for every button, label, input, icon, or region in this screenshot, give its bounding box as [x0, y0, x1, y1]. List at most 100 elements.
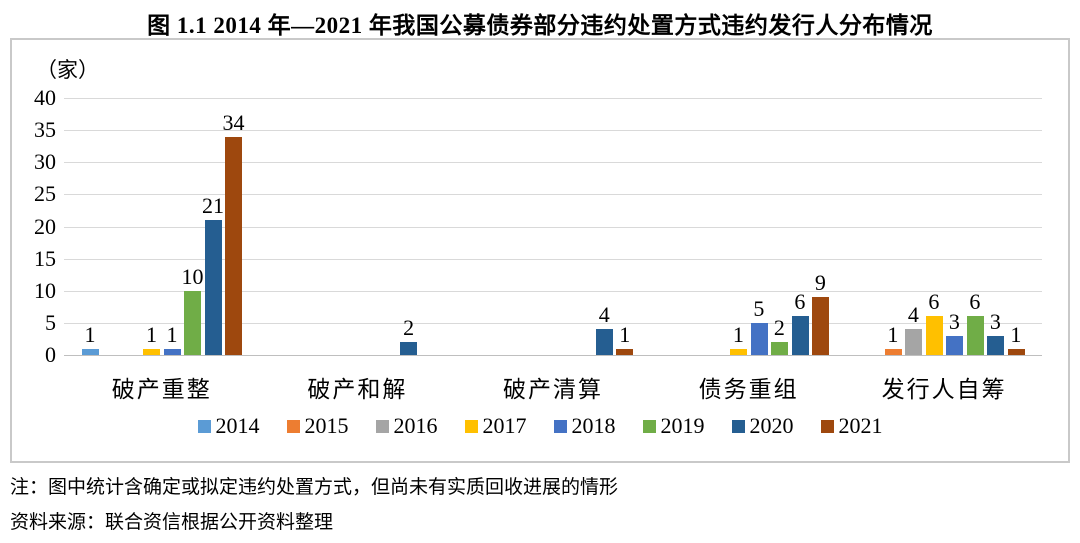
bar-cluster: 1 1 1 10 21 34: [80, 98, 245, 355]
bar-slot: 9: [810, 98, 831, 355]
bar-value-label: 4: [907, 302, 919, 328]
bar-slot: [491, 98, 512, 355]
bar-slot: [100, 98, 121, 355]
bar-value-label: 1: [1010, 321, 1022, 347]
legend-item-2021: 2021: [820, 413, 883, 439]
bar-2014-破产重整: [81, 348, 99, 355]
gridline: [64, 194, 1042, 196]
bar-value-label: 6: [794, 289, 806, 315]
bar-slot: [532, 98, 553, 355]
legend-swatch-icon: [820, 419, 834, 433]
legend-swatch-icon: [375, 419, 389, 433]
legend-swatch-icon: [553, 419, 567, 433]
legend-item-2019: 2019: [642, 413, 705, 439]
bar-slot: 1: [1006, 98, 1027, 355]
bar-2017-发行人自筹: [925, 316, 943, 355]
bar-value-label: 3: [989, 308, 1001, 334]
bar-groups: 1 1 1 10 21 34 2 4 1 1 5 2 6 9 1 4 6 3 6 3 1: [64, 98, 1042, 355]
x-axis: 破产重整 破产和解 破产清算 债务重组 发行人自筹: [64, 370, 1042, 404]
y-tick-label: 5: [45, 309, 56, 335]
bar-slot: 4: [594, 98, 615, 355]
bar-slot: 34: [223, 98, 245, 355]
y-tick-label: 25: [34, 181, 56, 207]
legend-label: 2018: [571, 413, 616, 438]
bar-value-label: 34: [222, 109, 245, 135]
legend-swatch-icon: [731, 419, 745, 433]
bar-value-label: 1: [166, 321, 178, 347]
bar-value-label: 2: [403, 315, 415, 341]
bar-2015-发行人自筹: [884, 348, 902, 355]
bar-slot: [275, 98, 296, 355]
bar-2017-破产重整: [143, 348, 161, 355]
bar-slot: 1: [614, 98, 635, 355]
bar-2020-发行人自筹: [987, 335, 1005, 355]
y-axis-unit-label: （家）: [36, 58, 99, 82]
chart-title: 图 1.1 2014 年—2021 年我国公募债券部分违约处置方式违约发行人分布…: [147, 13, 933, 38]
bar-slot: 3: [944, 98, 965, 355]
y-tick-label: 0: [45, 342, 56, 367]
bar-slot: 6: [924, 98, 945, 355]
bar-slot: [316, 98, 337, 355]
y-tick-label: 35: [34, 117, 56, 143]
bar-slot: 6: [790, 98, 811, 355]
bar-slot: [862, 98, 883, 355]
bar-2019-发行人自筹: [966, 316, 984, 355]
y-tick-label: 20: [34, 213, 56, 239]
bar-2018-破产重整: [163, 348, 181, 355]
bar-value-label: 3: [948, 308, 960, 334]
legend-item-2014: 2014: [197, 413, 260, 439]
bar-slot: 1: [162, 98, 183, 355]
bar-value-label: 1: [619, 321, 631, 347]
y-tick-label: 30: [34, 149, 56, 175]
legend-item-2018: 2018: [553, 413, 616, 439]
bar-2021-破产清算: [616, 348, 634, 355]
bar-value-label: 1: [146, 321, 158, 347]
bar-slot: [708, 98, 729, 355]
bar-cluster: 2: [275, 98, 439, 355]
x-axis-label-破产重整: 破产重整: [111, 377, 212, 402]
y-tick-label: 40: [34, 85, 56, 110]
bar-slot: [419, 98, 440, 355]
bar-slot: [121, 98, 142, 355]
x-axis-label-破产清算: 破产清算: [502, 377, 603, 402]
bar-slot: [337, 98, 358, 355]
legend-item-2016: 2016: [375, 413, 438, 439]
bar-2020-破产重整: [204, 220, 222, 355]
bar-value-label: 1: [887, 321, 899, 347]
gridline: [64, 162, 1042, 164]
x-axis-label-破产和解: 破产和解: [307, 377, 408, 402]
bar-slot: 2: [769, 98, 790, 355]
legend-label: 2020: [749, 413, 794, 438]
bar-value-label: 1: [84, 321, 96, 347]
bar-2020-破产清算: [595, 329, 613, 355]
bar-value-label: 5: [753, 295, 765, 321]
bar-value-label: 9: [814, 270, 826, 296]
legend-label: 2019: [660, 413, 705, 438]
bar-2019-债务重组: [771, 342, 789, 355]
bar-group: 2: [260, 98, 456, 355]
bar-slot: [687, 98, 708, 355]
bar-2016-发行人自筹: [905, 329, 923, 355]
bar-slot: 3: [985, 98, 1006, 355]
bar-value-label: 10: [181, 263, 204, 289]
bar-2020-债务重组: [791, 316, 809, 355]
gridline: [64, 226, 1042, 228]
bar-slot: 21: [202, 98, 224, 355]
bar-value-label: 6: [928, 289, 940, 315]
chart-frame: （家） 0 5 10 15 20 25 30 35 40 1 1 1 10 21 34 2 4 1 1 5 2 6 9 1 4…: [10, 38, 1070, 463]
gridline: [64, 258, 1042, 260]
legend-item-2020: 2020: [731, 413, 794, 439]
bar-2021-发行人自筹: [1007, 348, 1025, 355]
bar-slot: 10: [182, 98, 204, 355]
legend-swatch-icon: [642, 419, 656, 433]
chart-note: 注：图中统计含确定或拟定违约处置方式，但尚未有实质回收进展的情形: [10, 477, 619, 498]
bar-slot: 1: [728, 98, 749, 355]
bar-2019-破产重整: [184, 290, 202, 355]
bar-slot: 4: [903, 98, 924, 355]
legend-label: 2014: [215, 413, 260, 438]
